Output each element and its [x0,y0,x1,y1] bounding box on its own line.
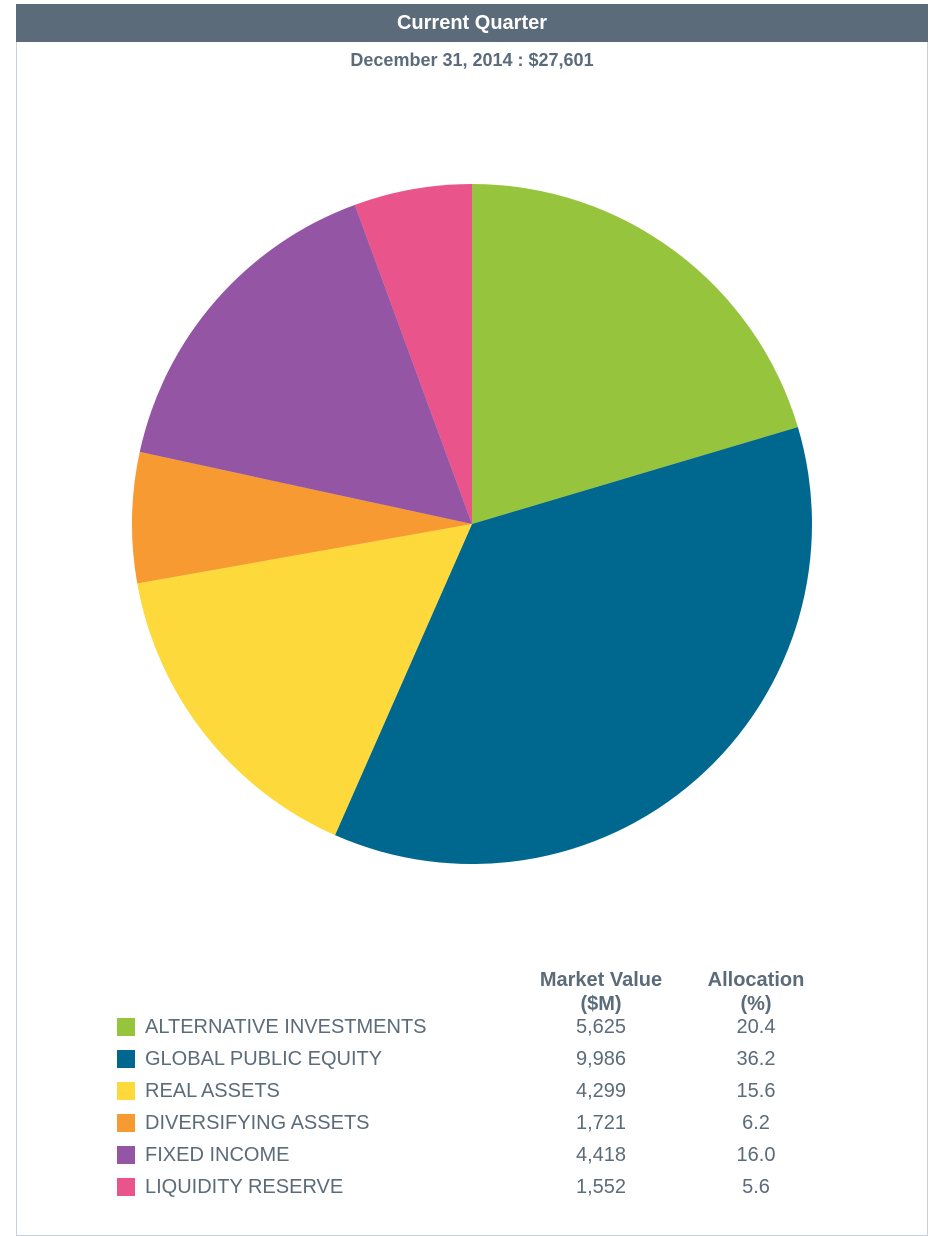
legend-row: DIVERSIFYING ASSETS 1,721 6.2 [117,1110,837,1142]
legend-label: GLOBAL PUBLIC EQUITY [145,1048,383,1070]
legend-label: REAL ASSETS [145,1080,280,1102]
chart-title: Current Quarter [16,4,928,42]
market-value-cell: 4,299 [575,1080,627,1102]
allocation-cell: 6.2 [742,1112,770,1134]
legend-label: LIQUIDITY RESERVE [145,1176,344,1198]
legend-swatch [117,1178,135,1196]
legend-table: ALTERNATIVE INVESTMENTS 5,625 20.4 GLOBAL P… [117,1014,837,1206]
legend-label: ALTERNATIVE INVESTMENTS [145,1016,427,1038]
pie-slice-global-public-equity [335,427,812,865]
legend-swatch [117,1114,135,1132]
allocation-cell: 36.2 [736,1048,776,1070]
legend-row: FIXED INCOME 4,418 16.0 [117,1142,837,1174]
legend-row: GLOBAL PUBLIC EQUITY 9,986 36.2 [117,1046,837,1078]
allocation-cell: 5.6 [742,1176,770,1198]
market-value-cell: 9,986 [575,1048,627,1070]
legend-label: DIVERSIFYING ASSETS [145,1112,370,1134]
allocation-cell: 15.6 [736,1080,776,1102]
market-value-cell: 4,418 [575,1144,627,1166]
legend-label: FIXED INCOME [145,1144,290,1166]
market-value-header: Market Value ($M) [516,968,686,1016]
pie-slice-alternative-investments [472,184,798,524]
legend-swatch [117,1018,135,1036]
legend-row: REAL ASSETS 4,299 15.6 [117,1078,837,1110]
legend-row: LIQUIDITY RESERVE 1,552 5.6 [117,1174,837,1206]
legend-swatch [117,1050,135,1068]
market-value-header-text: Market Value ($M) [539,969,663,1015]
allocation-cell: 16.0 [736,1144,776,1166]
legend-row: ALTERNATIVE INVESTMENTS 5,625 20.4 [117,1014,837,1046]
pie-slice-real-assets [137,524,473,836]
chart-subtitle: December 31, 2014 : $27,601 [350,50,594,70]
allocation-header-text: Allocation (%) [707,969,805,1015]
allocation-cell: 20.4 [736,1016,776,1038]
pie-slice-diversifying-assets [132,451,472,584]
market-value-cell: 1,721 [575,1112,627,1134]
pie-slice-liquidity-reserve [354,184,472,524]
legend-swatch [117,1146,135,1164]
allocation-header: Allocation (%) [696,968,816,1016]
pie-slice-fixed-income [139,204,473,524]
market-value-cell: 1,552 [575,1176,627,1198]
legend-swatch [117,1082,135,1100]
market-value-cell: 5,625 [575,1016,627,1038]
